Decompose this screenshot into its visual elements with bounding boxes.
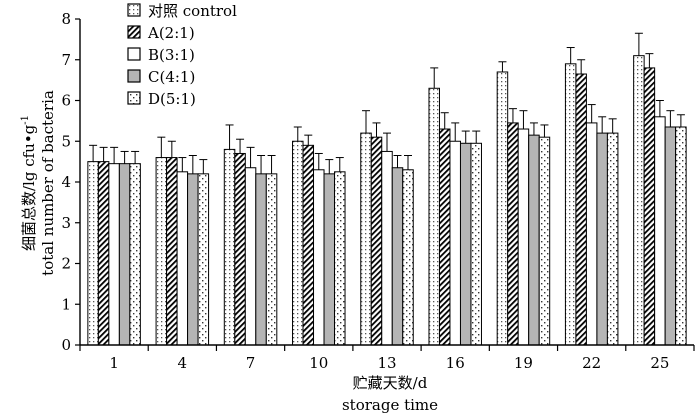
bar (370, 136, 383, 346)
x-tick-label: 22 (582, 354, 601, 372)
bar (643, 67, 656, 346)
y-tick-label: 7 (61, 51, 71, 69)
x-tick-label: 10 (309, 354, 328, 372)
bar (187, 173, 199, 346)
bar (360, 132, 372, 346)
y-tick-label: 3 (61, 214, 71, 232)
error-bars (89, 32, 685, 174)
bar (313, 169, 325, 346)
y-axis-title-line1: 细菌总数/lg cfu•g-1 (20, 115, 38, 251)
bar (302, 144, 315, 346)
bar (323, 173, 336, 346)
bar (528, 134, 540, 346)
x-tick-label: 19 (514, 354, 533, 372)
legend-label: B(3:1) (148, 46, 195, 64)
bar (97, 161, 110, 346)
bar (575, 73, 587, 346)
y-tick-label: 4 (61, 173, 71, 191)
bar (585, 122, 598, 346)
y-tick-label: 0 (61, 336, 71, 354)
bar (606, 132, 619, 346)
legend-item: D(5:1) (127, 90, 196, 108)
axes (75, 18, 695, 351)
bar (234, 152, 246, 346)
bar (517, 128, 530, 346)
bar (176, 171, 189, 346)
y-axis-title: 细菌总数/lg cfu•g-1 total number of bacteria (20, 90, 57, 276)
bar (118, 163, 131, 346)
x-tick-label: 16 (446, 354, 465, 372)
bar (334, 171, 346, 346)
legend-swatch (127, 91, 141, 105)
y-tick-label: 8 (61, 10, 71, 28)
bar (391, 167, 404, 346)
bar (449, 140, 461, 346)
legend-item: B(3:1) (127, 46, 195, 64)
x-tick-label: 7 (246, 354, 256, 372)
bar (438, 128, 451, 346)
x-tick-label: 1 (109, 354, 119, 372)
bar (108, 163, 120, 346)
bar (87, 161, 99, 346)
legend-swatch (127, 25, 141, 39)
bar (538, 136, 551, 346)
legend-label: 对照 control (148, 2, 237, 20)
bar (664, 126, 677, 346)
bar (381, 150, 393, 346)
bar (129, 163, 141, 346)
legend-swatch (127, 69, 141, 83)
x-axis-title-line2: storage time (342, 396, 438, 414)
legend-swatch (127, 3, 141, 17)
bar (428, 87, 440, 346)
bar (507, 122, 519, 346)
x-axis-title-line1: 贮藏天数/d (353, 374, 428, 392)
y-tick-label: 5 (61, 132, 71, 150)
bar (265, 173, 278, 346)
bar (654, 116, 666, 346)
bar (292, 140, 304, 346)
bar (470, 142, 482, 346)
legend-item: 对照 control (127, 2, 237, 20)
bar (166, 157, 178, 346)
bar (223, 148, 236, 346)
x-tick-label: 13 (377, 354, 396, 372)
bar (244, 167, 257, 346)
legend-swatch (127, 47, 141, 61)
bar (255, 173, 267, 346)
y-tick-label: 2 (61, 255, 71, 273)
legend-label: C(4:1) (148, 68, 195, 86)
y-axis-title-line2: total number of bacteria (39, 90, 57, 276)
x-tick-label: 25 (650, 354, 669, 372)
y-tick-label: 1 (61, 295, 71, 313)
bar (596, 132, 608, 346)
bar (564, 63, 577, 346)
bar (197, 173, 210, 346)
legend-item: C(4:1) (127, 68, 195, 86)
bar (496, 71, 509, 346)
x-tick-label: 4 (178, 354, 188, 372)
bar (459, 142, 472, 346)
legend-item: A(2:1) (127, 24, 195, 42)
legend-label: D(5:1) (148, 90, 196, 108)
bar (155, 157, 168, 346)
tick-labels: 0 1 2 3 4 5 6 7 8 1 4 7 10 13 16 19 22 25 (61, 10, 669, 372)
legend-label: A(2:1) (147, 24, 195, 42)
legend: 对照 control A(2:1) B(3:1) C(4:1) D(5:1) (127, 2, 237, 108)
y-tick-label: 6 (61, 92, 71, 110)
bar (675, 126, 687, 346)
bar (402, 169, 414, 346)
bar (633, 55, 645, 346)
